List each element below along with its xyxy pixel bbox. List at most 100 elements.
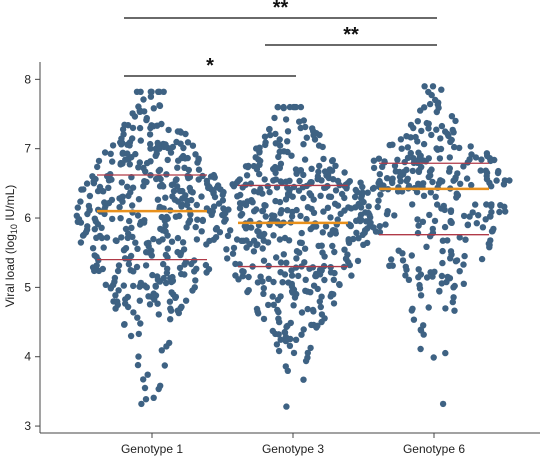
data-point <box>129 202 136 209</box>
data-point <box>89 245 97 252</box>
data-point <box>262 139 269 146</box>
data-point <box>96 232 104 240</box>
data-point <box>189 189 196 196</box>
y-tick-label: 6 <box>24 211 31 225</box>
x-tick-label: Genotype 3 <box>262 442 324 456</box>
data-point <box>136 297 143 304</box>
data-point <box>448 113 456 120</box>
data-point <box>98 187 106 194</box>
data-point <box>277 160 285 167</box>
data-point <box>181 271 188 278</box>
data-point <box>195 176 202 183</box>
data-point <box>330 276 337 283</box>
data-point <box>421 83 428 90</box>
data-point <box>423 243 430 250</box>
data-point <box>359 189 366 196</box>
data-point <box>420 322 427 329</box>
data-point <box>124 183 131 190</box>
data-point <box>131 113 139 120</box>
data-point <box>409 201 416 208</box>
data-point <box>442 305 449 312</box>
data-point <box>164 254 171 261</box>
data-point <box>460 212 468 220</box>
data-point <box>130 309 137 316</box>
data-point <box>173 183 181 190</box>
data-point <box>302 287 309 294</box>
data-point <box>107 150 114 157</box>
data-point <box>438 272 446 280</box>
data-point <box>182 258 190 266</box>
data-point <box>321 276 328 284</box>
data-point <box>269 327 276 335</box>
data-point <box>239 268 246 275</box>
data-point <box>284 128 292 135</box>
data-point <box>275 347 283 355</box>
data-point <box>109 215 116 223</box>
data-point <box>370 157 378 164</box>
data-point <box>110 298 117 305</box>
data-point <box>329 176 337 183</box>
data-point <box>141 384 149 392</box>
data-point <box>109 158 116 165</box>
data-point <box>275 153 282 161</box>
data-point <box>198 193 205 200</box>
data-point <box>134 314 141 321</box>
data-point <box>74 218 82 225</box>
data-point <box>178 201 186 208</box>
data-point <box>203 241 210 248</box>
data-point <box>365 203 372 210</box>
data-point <box>115 287 122 294</box>
data-point <box>117 159 125 167</box>
data-point <box>161 215 168 223</box>
data-point <box>307 344 314 352</box>
data-point <box>143 159 151 167</box>
data-point <box>300 117 307 124</box>
data-point <box>162 222 169 229</box>
data-point <box>332 187 340 194</box>
data-point <box>135 196 143 203</box>
data-point <box>136 124 144 132</box>
data-point <box>461 252 468 260</box>
data-point <box>410 155 417 162</box>
data-point <box>398 145 405 152</box>
data-point <box>462 236 469 243</box>
data-point <box>272 140 279 147</box>
data-point <box>102 281 110 288</box>
data-point <box>100 244 107 251</box>
data-point <box>478 156 485 163</box>
data-point <box>270 232 277 239</box>
data-point <box>128 224 135 231</box>
data-point <box>134 245 141 252</box>
data-point <box>161 362 168 369</box>
data-point <box>355 235 362 242</box>
data-point <box>321 184 328 191</box>
data-point <box>192 223 199 231</box>
data-point <box>436 155 444 162</box>
data-point <box>140 164 147 172</box>
data-point <box>360 241 367 248</box>
data-point <box>403 177 410 184</box>
data-point <box>130 282 137 290</box>
data-point <box>177 251 184 259</box>
data-point <box>309 264 317 271</box>
data-point <box>446 168 453 175</box>
data-point <box>330 300 338 307</box>
data-point <box>134 361 142 369</box>
data-point <box>236 205 244 212</box>
data-point <box>310 209 318 216</box>
data-point <box>425 173 432 181</box>
data-point <box>415 156 422 164</box>
data-point <box>298 309 306 316</box>
data-point <box>399 257 407 264</box>
data-point <box>466 213 473 220</box>
data-point <box>281 328 288 336</box>
data-point <box>426 100 434 108</box>
data-point <box>418 163 425 171</box>
data-point <box>117 215 124 222</box>
data-point <box>389 141 396 148</box>
data-point <box>293 248 301 255</box>
data-point <box>438 122 446 130</box>
data-point <box>402 272 409 279</box>
data-point <box>169 143 177 151</box>
data-point <box>439 247 446 255</box>
